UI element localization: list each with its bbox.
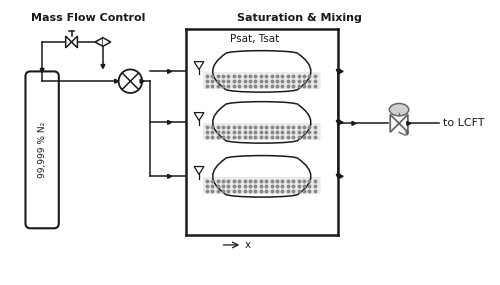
FancyBboxPatch shape [203, 123, 320, 140]
Polygon shape [194, 62, 204, 70]
Text: Psat, Tsat: Psat, Tsat [230, 34, 280, 44]
Polygon shape [95, 38, 111, 46]
Polygon shape [339, 174, 343, 178]
Text: |: | [102, 38, 104, 46]
Text: to LCFT: to LCFT [443, 118, 484, 128]
Text: 99,999 % N₂: 99,999 % N₂ [38, 122, 46, 178]
Polygon shape [140, 79, 144, 83]
FancyBboxPatch shape [26, 72, 59, 228]
Polygon shape [72, 36, 78, 48]
Polygon shape [390, 115, 399, 132]
Polygon shape [114, 79, 118, 83]
Polygon shape [101, 64, 105, 68]
Text: Saturation & Mixing: Saturation & Mixing [236, 13, 362, 23]
Polygon shape [194, 113, 204, 121]
Polygon shape [336, 174, 340, 178]
Polygon shape [66, 36, 71, 48]
Polygon shape [168, 121, 172, 124]
Ellipse shape [390, 103, 408, 116]
Polygon shape [399, 115, 408, 132]
Polygon shape [40, 68, 44, 72]
Text: x: x [245, 240, 251, 250]
Polygon shape [339, 70, 343, 73]
Polygon shape [194, 166, 204, 174]
Polygon shape [168, 174, 172, 178]
Circle shape [118, 70, 142, 93]
FancyBboxPatch shape [203, 177, 320, 194]
Text: Mass Flow Control: Mass Flow Control [31, 13, 146, 23]
Polygon shape [168, 70, 172, 73]
FancyBboxPatch shape [203, 72, 320, 89]
Polygon shape [336, 121, 340, 124]
Polygon shape [339, 121, 343, 124]
Polygon shape [407, 121, 411, 125]
Polygon shape [336, 70, 340, 73]
Polygon shape [352, 121, 356, 125]
Polygon shape [406, 132, 408, 135]
